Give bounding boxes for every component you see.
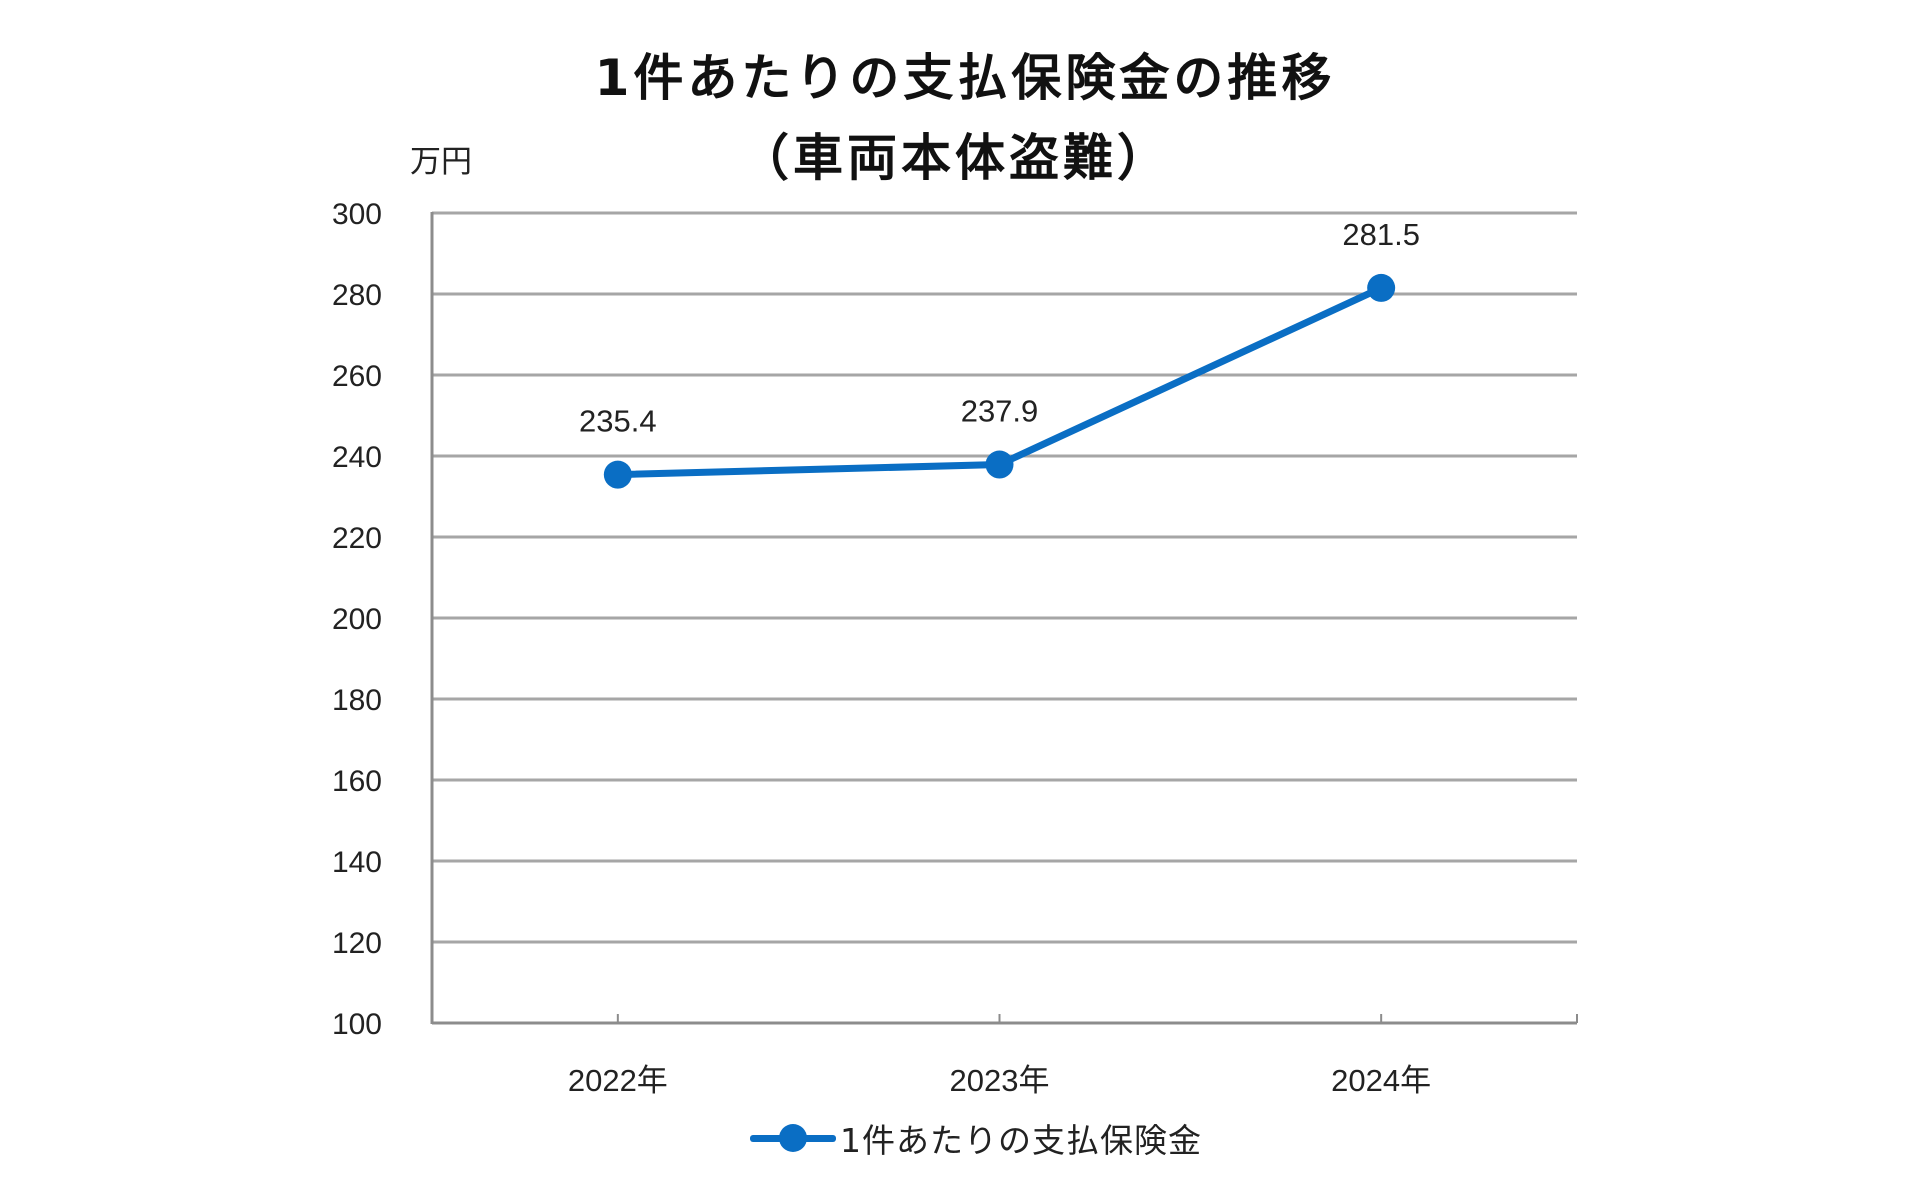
- data-label: 237.9: [961, 394, 1039, 429]
- x-tick-label: 2023年: [950, 1063, 1050, 1098]
- legend-line-marker-icon: [750, 1118, 836, 1158]
- legend-label: 1件あたりの支払保険金: [840, 1121, 1202, 1160]
- data-point-marker: [603, 460, 632, 489]
- y-tick-label: 120: [332, 927, 382, 960]
- y-axis-unit-label: 万円: [410, 144, 472, 180]
- axes: [430, 212, 1578, 1025]
- chart-subtitle: （車両本体盗難）: [739, 129, 1171, 187]
- gridlines: [432, 211, 1577, 944]
- data-label: 281.5: [1342, 217, 1420, 252]
- x-tick-label: 2022年: [568, 1063, 668, 1098]
- data-series: [603, 273, 1396, 489]
- y-tick-label: 140: [332, 846, 382, 879]
- legend: 1件あたりの支払保険金: [750, 1118, 1202, 1160]
- legend-marker-icon: [779, 1124, 807, 1152]
- y-tick-label: 260: [332, 360, 382, 393]
- data-point-marker: [985, 450, 1014, 479]
- y-axis-tick-labels: 100 120 140 160 180 200 220 240 260 280 300: [332, 198, 382, 1041]
- y-tick-label: 160: [332, 765, 382, 798]
- y-tick-label: 300: [332, 198, 382, 231]
- data-label: 235.4: [579, 404, 657, 439]
- data-point-marker: [1367, 273, 1396, 302]
- y-tick-label: 220: [332, 522, 382, 555]
- chart-title: 1件あたりの支払保険金の推移: [594, 49, 1336, 107]
- series-line: [614, 284, 1385, 479]
- y-tick-label: 240: [332, 441, 382, 474]
- y-tick-label: 180: [332, 684, 382, 717]
- y-tick-label: 280: [332, 279, 382, 312]
- y-tick-label: 200: [332, 603, 382, 636]
- x-tick-label: 2024年: [1331, 1063, 1431, 1098]
- data-labels: 235.4 237.9 281.5: [579, 217, 1420, 439]
- y-tick-label: 100: [332, 1008, 382, 1041]
- x-axis-tick-labels: 2022年 2023年 2024年: [568, 1063, 1431, 1098]
